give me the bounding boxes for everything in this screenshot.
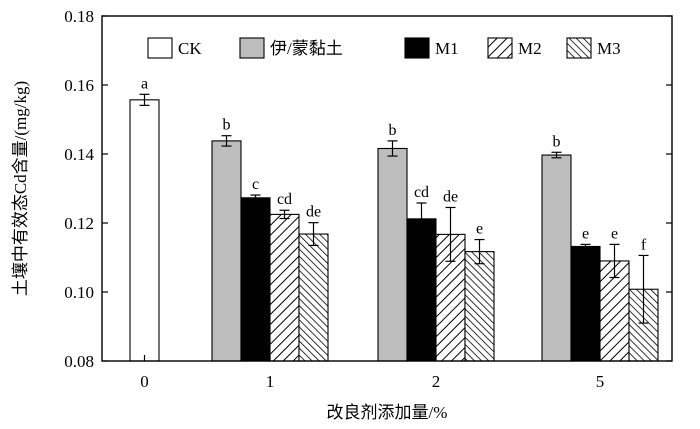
x-axis: 0 1 2 5 [140, 355, 604, 391]
error-bars-layer [139, 93, 649, 324]
y-axis-title: 土壤中有效态Cd含量/(mg/kg) [10, 81, 30, 296]
y-tick-label: 0.12 [64, 214, 94, 233]
legend-swatch [147, 37, 173, 59]
x-tick-label: 0 [140, 372, 149, 391]
legend-swatch [487, 37, 513, 59]
x-axis-title: 改良剂添加量/% [327, 403, 448, 422]
bar [240, 197, 271, 362]
legend-label: M2 [518, 39, 542, 58]
bar [464, 251, 495, 362]
significance-letter: b [389, 122, 397, 139]
significance-letter: de [306, 204, 321, 221]
bar [298, 233, 329, 362]
y-tick-label: 0.18 [64, 7, 94, 26]
bar [377, 147, 408, 362]
significance-letter: de [443, 188, 458, 205]
bar [570, 245, 601, 362]
legend-swatch [566, 37, 592, 59]
y-tick-label: 0.10 [64, 283, 94, 302]
legend-label: M3 [597, 39, 621, 58]
y-tick-label: 0.14 [64, 145, 94, 164]
y-axis: 0.08 0.10 0.12 0.14 0.16 0.18 [64, 7, 672, 371]
significance-letter: b [223, 117, 231, 134]
significance-letter: cd [414, 184, 429, 201]
bars-layer [129, 99, 659, 362]
significance-letter: f [641, 236, 647, 253]
legend-swatch [239, 37, 265, 59]
legend-label: M1 [435, 39, 459, 58]
legend-swatch [404, 37, 430, 59]
bar [406, 218, 437, 362]
significance-letter: e [611, 225, 618, 242]
x-tick-label: 5 [596, 372, 605, 391]
significance-letter: e [582, 225, 589, 242]
legend-label: CK [178, 39, 202, 58]
significance-letter: e [476, 221, 483, 238]
y-tick-label: 0.08 [64, 352, 94, 371]
significance-letter: c [252, 176, 259, 193]
bar [269, 213, 300, 362]
bar [129, 99, 160, 362]
bar [541, 154, 572, 362]
legend: CK 伊/蒙黏土 M1 M2 M3 [147, 37, 621, 59]
bar [211, 140, 242, 362]
x-tick-label: 2 [432, 372, 441, 391]
y-tick-label: 0.16 [64, 76, 94, 95]
significance-letter: cd [277, 191, 292, 208]
plot-frame [101, 15, 673, 362]
legend-label: 伊/蒙黏土 [270, 39, 343, 58]
x-tick-label: 1 [266, 372, 275, 391]
significance-letter: a [141, 75, 148, 92]
significance-letter: b [553, 133, 561, 150]
